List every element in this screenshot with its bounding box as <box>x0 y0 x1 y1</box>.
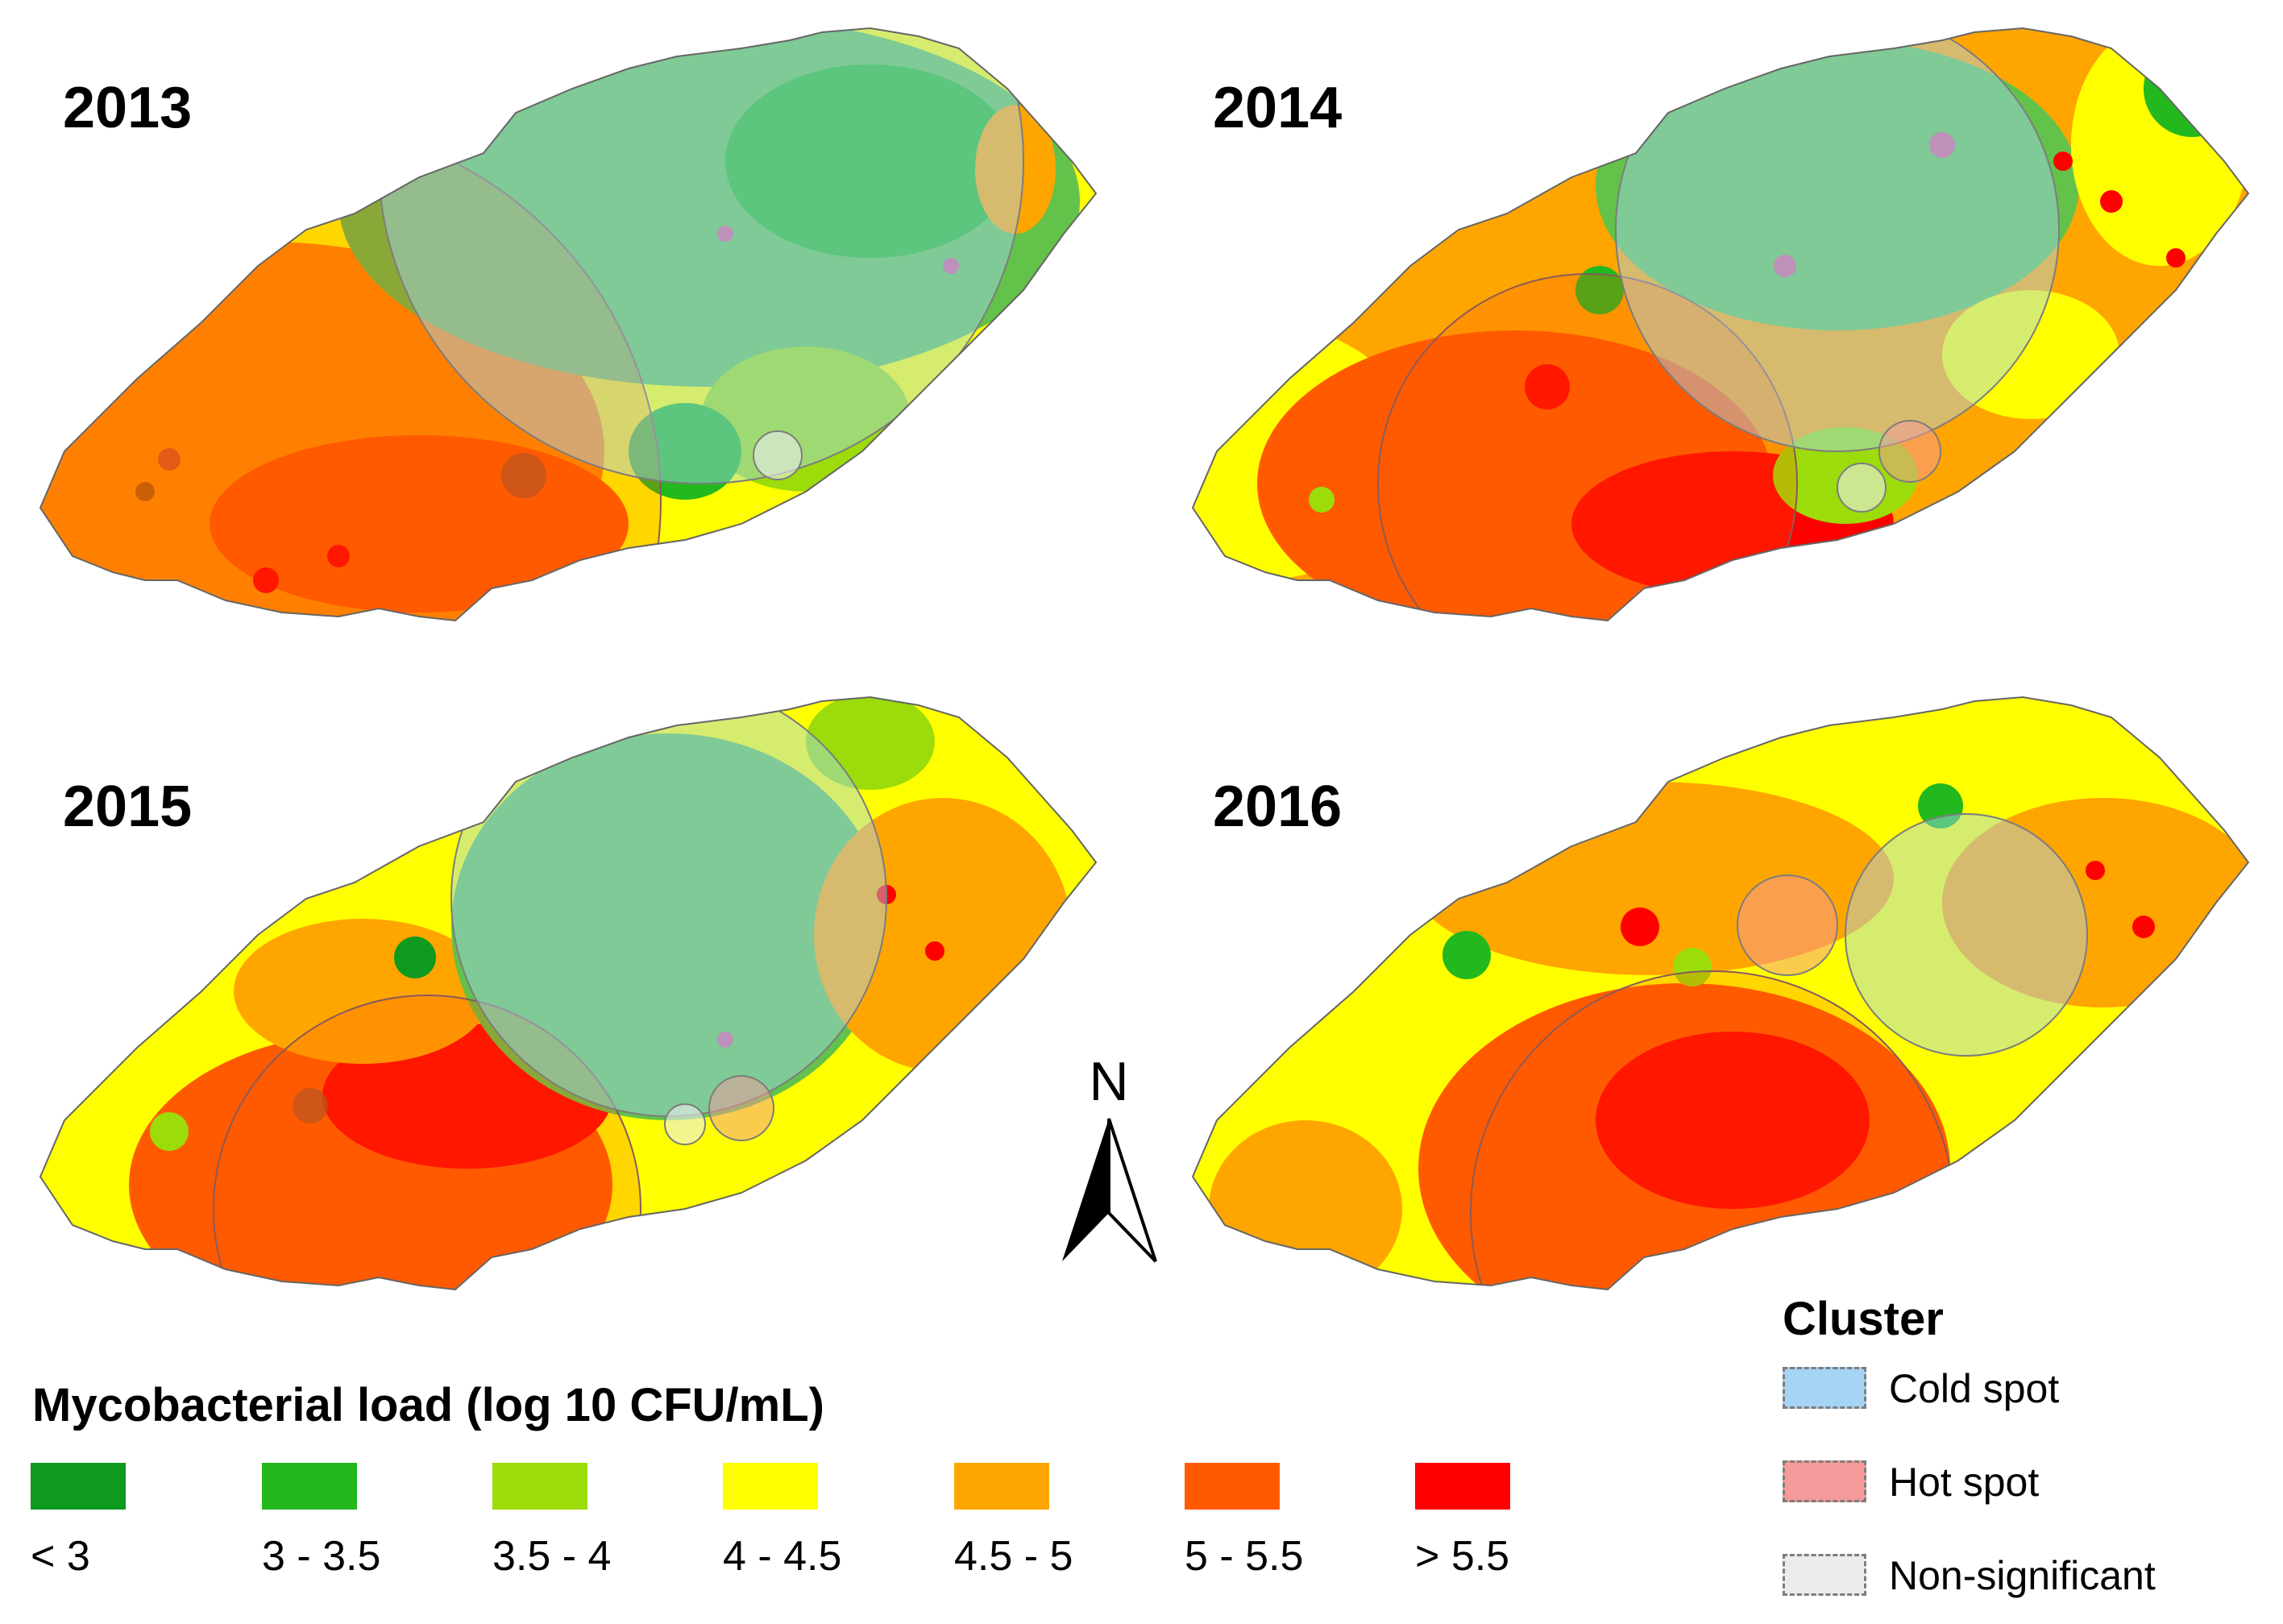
load-hotspot-dot <box>1673 948 1712 986</box>
map-panel-2014 <box>1192 27 2249 621</box>
load-hotspot-dot <box>1309 487 1335 513</box>
load-surface-region <box>1942 290 2119 419</box>
year-label-2015: 2015 <box>63 775 193 839</box>
load-surface-region <box>1596 1032 1870 1209</box>
load-hotspot-dot <box>394 937 436 978</box>
load-hotspot-dot <box>2100 190 2123 213</box>
load-hotspot-dot <box>1774 255 1796 277</box>
hot-spot-cluster <box>1470 970 1955 1290</box>
load-hotspot-dot <box>990 998 1009 1017</box>
legend-swatch-3-3.5 <box>262 1463 357 1510</box>
load-hotspot-dot <box>1675 1127 1710 1162</box>
year-label-2016: 2016 <box>1213 775 1343 839</box>
load-hotspot-dot <box>150 1112 189 1151</box>
cold-spot-cluster <box>1845 813 2088 1057</box>
legend-swatch-lt3 <box>31 1463 126 1510</box>
north-arrow-left-half <box>1062 1119 1109 1261</box>
load-hotspot-dot <box>1700 524 1733 556</box>
load-hotspot-dot <box>253 567 279 593</box>
legend-title: Mycobacterial load (log 10 CFU/mL) <box>32 1379 824 1431</box>
legend-label: < 3 <box>31 1533 90 1580</box>
load-hotspot-dot <box>1442 931 1491 979</box>
load-surface-region <box>629 403 741 500</box>
legend-label: 4 - 4.5 <box>723 1533 842 1580</box>
load-surface-region <box>2144 40 2240 137</box>
load-hotspot-dot <box>717 226 733 242</box>
load-surface-region <box>451 733 886 1120</box>
load-hotspot-dot <box>925 941 944 961</box>
load-surface-region <box>1209 1120 1402 1290</box>
cold-spot-cluster <box>1615 28 2060 452</box>
load-surface-region <box>725 64 1015 258</box>
non-significant-cluster <box>664 1103 706 1145</box>
load-hotspot-dot <box>717 1032 733 1048</box>
year-label-2013: 2013 <box>63 76 193 140</box>
load-hotspot-dot <box>1918 783 1963 829</box>
load-surface-region <box>1596 40 2079 330</box>
legend-swatch-4-4.5 <box>723 1463 818 1510</box>
hot-spot-cluster <box>1878 420 1941 483</box>
legend-label: > 5.5 <box>1415 1533 1510 1580</box>
load-surface-region <box>975 105 1056 234</box>
load-hotspot-dot <box>2053 152 2073 171</box>
load-hotspot-dot <box>1575 266 1624 314</box>
north-arrow-right-half <box>1107 1118 1157 1263</box>
legend-label: 5 - 5.5 <box>1185 1533 1304 1580</box>
cluster-swatch-cold <box>1783 1367 1866 1409</box>
hot-spot-cluster <box>213 995 641 1290</box>
load-hotspot-dot <box>1621 908 1659 946</box>
cluster-label-hot: Hot spot <box>1889 1460 2040 1505</box>
legend-label: 4.5 - 5 <box>954 1533 1073 1580</box>
cluster-label-non-significant: Non-significant <box>1889 1553 2156 1598</box>
legend-label: 3.5 - 4 <box>492 1533 612 1580</box>
load-surface-region <box>806 697 935 790</box>
legend-swatch-3.5-4 <box>492 1463 587 1510</box>
load-hotspot-dot <box>135 482 155 501</box>
cluster-label-cold: Cold spot <box>1889 1366 2060 1411</box>
load-hotspot-dot <box>158 448 181 471</box>
load-hotspot-dot <box>1525 364 1570 409</box>
year-label-2014: 2014 <box>1213 76 1343 140</box>
cold-spot-cluster <box>450 697 887 1117</box>
load-hotspot-dot <box>2086 861 2105 880</box>
cluster-swatch-non-significant <box>1783 1554 1866 1596</box>
hot-spot-cluster <box>708 1075 774 1141</box>
non-significant-cluster <box>1837 463 1887 513</box>
load-hotspot-dot <box>327 545 350 567</box>
north-arrow-label: N <box>1089 1051 1128 1112</box>
load-hotspot-dot <box>501 453 546 498</box>
load-hotspot-dot <box>474 788 493 808</box>
cluster-legend-title: Cluster <box>1783 1293 1944 1345</box>
load-hotspot-dot <box>1929 132 1955 158</box>
legend-swatch-gt5.5 <box>1415 1463 1510 1510</box>
hot-spot-cluster <box>1737 874 1838 976</box>
load-hotspot-dot <box>293 1088 328 1124</box>
cluster-swatch-hot <box>1783 1460 1866 1502</box>
legend-swatch-4.5-5 <box>954 1463 1049 1510</box>
load-hotspot-dot <box>2166 248 2185 268</box>
load-surface-region <box>2071 28 2248 266</box>
non-significant-cluster <box>753 430 803 480</box>
load-hotspot-dot <box>2132 916 2155 938</box>
legend-swatch-5-5.5 <box>1185 1463 1280 1510</box>
legend-label: 3 - 3.5 <box>262 1533 381 1580</box>
north-arrow: N <box>1062 1051 1157 1263</box>
load-hotspot-dot <box>943 258 959 274</box>
